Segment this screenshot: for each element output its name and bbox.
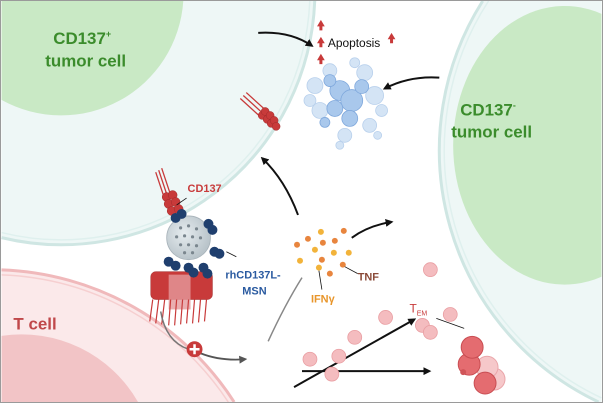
- apoptosis-label: Apoptosis: [328, 36, 380, 50]
- ifng-leader-line: [318, 270, 323, 290]
- proliferating-t-cells: [302, 262, 458, 382]
- cd137-label: CD137: [188, 183, 222, 195]
- tnf-leader-line: [344, 266, 358, 274]
- msn-label-line2: MSN: [242, 286, 266, 298]
- tumor-nucleus: [1, 1, 184, 116]
- apoptotic-cell-icon: [303, 57, 388, 150]
- rhcd137l-msn-nanoparticle-icon: [163, 208, 225, 279]
- tnf-label: TNF: [358, 272, 380, 284]
- arrow-activation: [159, 311, 189, 350]
- cd137-positive-label-line2: tumor cell: [45, 52, 126, 71]
- arrow-activation-head: [200, 352, 248, 364]
- arrow-to-shed-receptor: [260, 156, 299, 216]
- arrow-to-apoptosis-from-positive: [258, 31, 314, 47]
- apoptosis-up-arrows-icon: [317, 19, 396, 65]
- shed-cd137-receptor-icon: [239, 92, 281, 131]
- arrow-cytokines-right: [351, 218, 394, 239]
- cd137-leader-line: [176, 197, 187, 206]
- t-cell: [1, 268, 236, 402]
- t-cell-nucleus: [1, 334, 139, 402]
- tem-label: TEM: [409, 301, 427, 317]
- cd137-negative-label: CD137-: [460, 100, 516, 119]
- cd137-negative-label-line2: tumor cell: [451, 122, 532, 141]
- ifng-label: IFNγ: [311, 293, 336, 305]
- arrow-proliferation: [293, 318, 417, 388]
- cd137-receptor-cluster: [149, 167, 213, 326]
- arrow-t-cell-to-cytokines: [267, 277, 303, 342]
- effector-memory-t-cells-icon: [457, 335, 506, 395]
- cd137-positive-tumor-cell: [1, 1, 317, 247]
- plus-icon: [186, 341, 203, 358]
- cytokines-icon: [294, 227, 352, 277]
- tumor-nucleus: [453, 5, 602, 285]
- cd137-negative-tumor-cell: [437, 1, 602, 402]
- arrows: [159, 31, 440, 388]
- cd137-positive-label: CD137+: [53, 29, 111, 48]
- tem-leader-line: [436, 318, 465, 329]
- arrow-to-apoptosis-from-negative: [382, 76, 440, 90]
- msn-leader-line: [226, 251, 237, 258]
- msn-label-line1: rhCD137L-: [225, 270, 281, 282]
- t-cell-label: T cell: [13, 314, 56, 333]
